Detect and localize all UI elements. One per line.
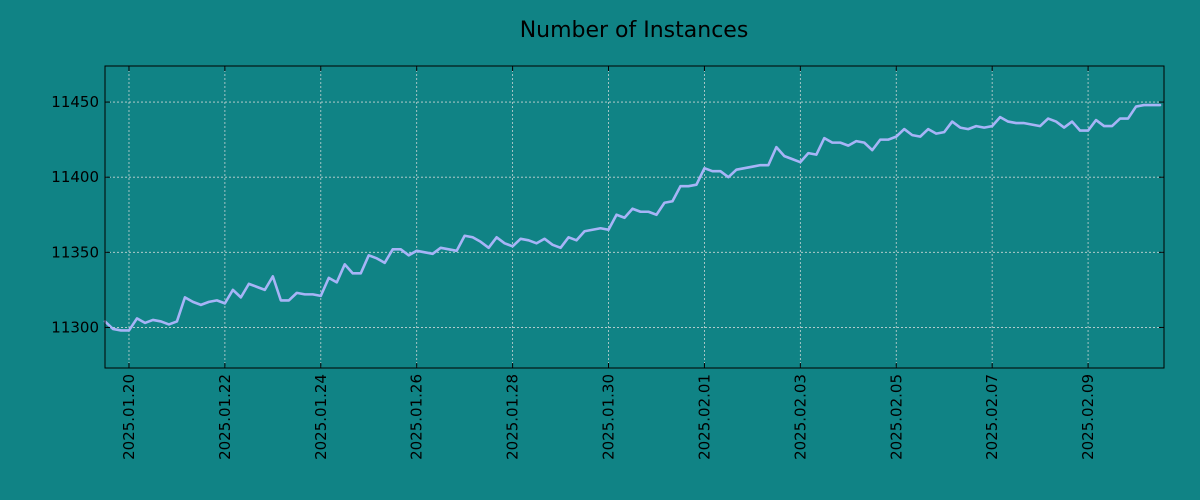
y-tick-label: 11400: [51, 168, 99, 186]
series-line: [103, 103, 1162, 332]
y-tick-label: 11300: [51, 318, 99, 336]
x-tick-label: 2025.02.07: [983, 374, 1001, 460]
axes-frame: [104, 65, 1165, 369]
grid-lines: [105, 66, 1164, 368]
y-tick-label: 11350: [51, 243, 99, 261]
x-tick-label: 2025.02.03: [791, 374, 809, 460]
y-tick-label: 11450: [51, 93, 99, 111]
x-tick-label: 2025.02.01: [695, 374, 713, 460]
x-tick-label: 2025.01.22: [216, 374, 234, 460]
x-tick-label: 2025.01.30: [600, 374, 618, 460]
axes: [104, 65, 1165, 369]
x-tick-label: 2025.02.05: [887, 374, 905, 460]
tick-marks: [105, 66, 1164, 368]
plot-area: [103, 103, 1162, 332]
x-tick-label: 2025.01.24: [312, 374, 330, 460]
tick-labels: 11300 11350 11400 11450 2025.01.20 2025.01.22…: [51, 93, 1097, 460]
x-tick-label: 2025.01.26: [408, 374, 426, 460]
x-tick-label: 2025.02.09: [1079, 374, 1097, 460]
x-tick-label: 2025.01.20: [120, 374, 138, 460]
x-tick-label: 2025.01.28: [504, 374, 522, 460]
chart-title: Number of Instances: [520, 18, 749, 43]
